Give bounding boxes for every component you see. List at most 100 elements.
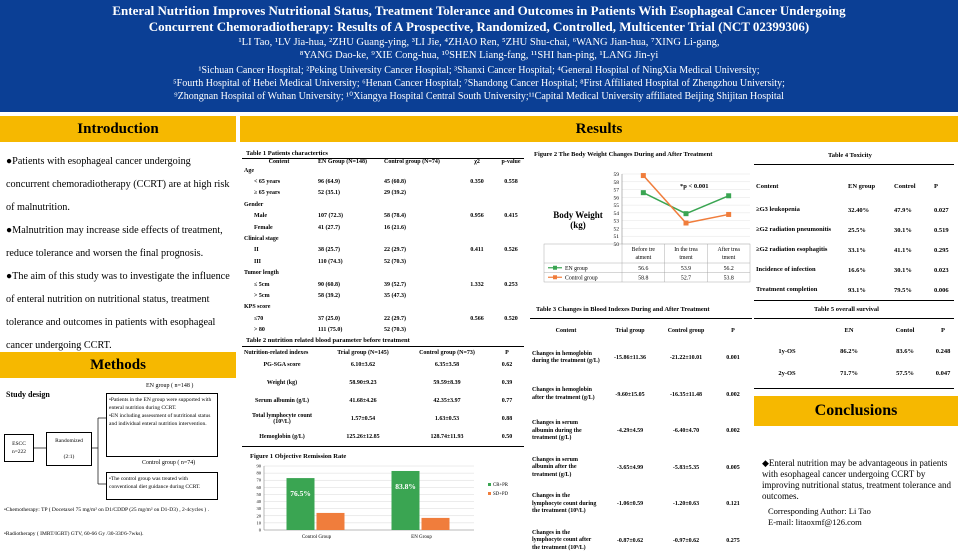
table5-cell: 2y-OS xyxy=(754,362,820,384)
poster-title: Enteral Nutrition Improves Nutritional S… xyxy=(0,3,958,35)
table1-cell: 41 (27.7) xyxy=(316,222,382,233)
table3-row: Changes in hemoglobin during the treatme… xyxy=(530,340,752,377)
fig2-table-value: 52.7 xyxy=(681,275,691,281)
fig1-data-label: 83.8% xyxy=(395,482,416,491)
table1-cell: 0.415 xyxy=(498,211,524,222)
table1-cell xyxy=(498,256,524,267)
table3-row: Changes in serum albumin after the treat… xyxy=(530,450,752,487)
poster-authors: ¹LI Tao, ¹LV Jia-hua, ²ZHU Guang-ying, ³… xyxy=(0,36,958,62)
table4-cell: 79.5% xyxy=(892,280,932,300)
table1-cell: 52 (70.3) xyxy=(382,324,456,335)
table1-cell: > 80 xyxy=(242,324,316,335)
table1-cell: 96 (64.9) xyxy=(316,176,382,187)
table5-rule-top xyxy=(754,318,954,319)
table3-row: Changes in hemoglobin after the treatmen… xyxy=(530,377,752,414)
fig2-legend-marker xyxy=(553,266,557,270)
table2-cell: 59.59±8.39 xyxy=(404,374,490,392)
results-header: Results xyxy=(240,116,958,142)
fig2-ytick-label: 58 xyxy=(614,180,620,186)
fig2-table-value: 53.9 xyxy=(681,266,691,272)
table4-cell: 0.006 xyxy=(932,280,954,300)
contact-info: Corresponding Author: Li Tao E-mail: lit… xyxy=(768,506,871,528)
table1-cell xyxy=(498,268,524,279)
fig1-legend-swatch xyxy=(488,492,491,495)
table1-cell: 0.350 xyxy=(456,176,498,187)
table3-cell: Changes in hemoglobin after the treatmen… xyxy=(530,377,602,414)
table1-cell xyxy=(456,290,498,301)
fig2-legend-label: EN group xyxy=(565,266,588,272)
table1-cell xyxy=(456,165,498,176)
introduction-header: Introduction xyxy=(0,116,236,142)
table1-cell xyxy=(456,199,498,210)
table4-cell: 93.1% xyxy=(846,280,892,300)
table1-cell xyxy=(498,324,524,335)
table4-cell: ≥G2 radiation pneumonitis xyxy=(754,220,846,240)
table5-header-cell xyxy=(754,320,820,340)
fig2-category-label: Before tre xyxy=(632,246,656,253)
table1-cell: 29 (39.2) xyxy=(382,188,456,199)
table1-cell xyxy=(456,233,498,244)
table2-cell: 41.68±4.26 xyxy=(322,392,404,410)
table3-cell: 0.005 xyxy=(714,450,752,487)
table4-cell: 30.1% xyxy=(892,260,932,280)
table1-header-cell: p-value xyxy=(498,159,524,165)
fig2-ytick-label: 59 xyxy=(614,172,620,178)
table1: Content EN Group (N=148) Control group (… xyxy=(242,159,524,336)
table1-cell: Age xyxy=(242,165,316,176)
fig2-category-label: tment xyxy=(679,255,693,261)
table2-cell: 0.39 xyxy=(490,374,524,392)
table1-cell: 0.520 xyxy=(498,313,524,324)
fig1-category-label: Control Group xyxy=(302,535,332,540)
table2-cell: 42.35±3.97 xyxy=(404,392,490,410)
corresponding-author: Corresponding Author: Li Tao xyxy=(768,506,871,517)
fig2-point-control-group xyxy=(684,221,689,226)
table1-cell: Tumor length xyxy=(242,268,316,279)
fig1-ytick-label: 10 xyxy=(257,520,262,525)
table1-cell: 0.566 xyxy=(456,313,498,324)
fig1-ytick-label: 60 xyxy=(257,485,262,490)
fig2-ytick-label: 55 xyxy=(614,203,620,209)
table5-header-row: EN Contol P xyxy=(754,320,954,340)
table3-rule-top xyxy=(530,318,752,319)
conclusions-header: Conclusions xyxy=(754,396,958,426)
intro-point-1: ●Patients with esophageal cancer undergo… xyxy=(6,150,234,219)
table1-cell: 52 (35.1) xyxy=(316,188,382,199)
table4-header-cell: EN group xyxy=(846,172,892,200)
table4-header-row: Content EN group Control P xyxy=(754,172,954,200)
table4-rule-bottom xyxy=(754,300,954,301)
fig2-ytick-label: 52 xyxy=(614,226,620,232)
fig2-table-value: 53.8 xyxy=(724,275,734,281)
table1-cell: 45 (60.8) xyxy=(382,176,456,187)
fig2-point-control-group xyxy=(641,173,646,178)
table4-cell: ≥G2 radiation esophagitis xyxy=(754,240,846,260)
table3-cell: Changes in serum albumin after the treat… xyxy=(530,450,602,487)
fig2-ytick-label: 50 xyxy=(614,242,620,248)
table1-cell xyxy=(316,165,382,176)
table1-cell: 16 (21.6) xyxy=(382,222,456,233)
table1-cell xyxy=(498,302,524,313)
table2-cell: 0.77 xyxy=(490,392,524,410)
table1-row: Tumor length xyxy=(242,268,524,279)
table5-caption: Table 5 overall survival xyxy=(814,306,879,313)
fig2-point-en-group xyxy=(684,211,689,216)
fig2-table-value: 56.6 xyxy=(638,266,648,272)
table2-rule-bottom xyxy=(242,446,524,447)
escc-box: ESCC n=222 xyxy=(4,434,34,462)
table1-cell: 0.558 xyxy=(498,176,524,187)
table1-cell xyxy=(456,268,498,279)
randomized-box: Randomized (2:1) xyxy=(46,432,92,466)
table1-cell xyxy=(456,302,498,313)
